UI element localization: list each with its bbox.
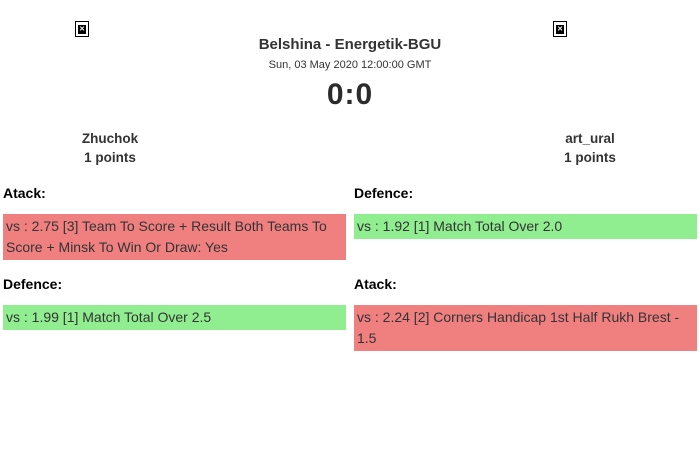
home-team-broken-image-icon: ✕ xyxy=(75,21,89,37)
section-label: Atack: xyxy=(3,185,46,201)
bet-sections-grid: Atack: vs : 2.75 [3] Team To Score + Res… xyxy=(0,169,700,351)
broken-image-x-icon: ✕ xyxy=(556,24,564,34)
home-player: Zhuchok 1 points xyxy=(0,129,220,167)
section-away-attack: Atack: vs : 2.24 [2] Corners Handicap 1s… xyxy=(354,260,697,351)
section-label: Defence: xyxy=(3,276,63,292)
section-home-attack: Atack: vs : 2.75 [3] Team To Score + Res… xyxy=(3,169,346,260)
match-title: Belshina - Energetik-BGU xyxy=(258,36,442,53)
section-away-defence: Defence: vs : 1.92 [1] Match Total Over … xyxy=(354,169,697,260)
bet-outcome: vs : 2.75 [3] Team To Score + Result Bot… xyxy=(3,214,346,260)
broken-image-x-icon: ✕ xyxy=(78,24,86,34)
section-home-defence: Defence: vs : 1.99 [1] Match Total Over … xyxy=(3,260,346,351)
away-player-points: 1 points xyxy=(564,150,616,165)
match-score: 0:0 xyxy=(326,78,374,111)
match-datetime: Sun, 03 May 2020 12:00:00 GMT xyxy=(268,59,432,71)
bet-outcome: vs : 1.92 [1] Match Total Over 2.0 xyxy=(354,214,697,239)
bet-outcome: vs : 2.24 [2] Corners Handicap 1st Half … xyxy=(354,305,697,351)
away-team-broken-image-icon: ✕ xyxy=(553,21,567,37)
home-player-name: Zhuchok xyxy=(81,131,139,146)
section-label: Defence: xyxy=(354,185,414,201)
players-row: Zhuchok 1 points art_ural 1 points xyxy=(0,129,700,167)
section-label: Atack: xyxy=(354,276,397,292)
bet-outcome: vs : 1.99 [1] Match Total Over 2.5 xyxy=(3,305,346,330)
home-player-points: 1 points xyxy=(84,150,136,165)
away-player-name: art_ural xyxy=(565,131,615,146)
away-player: art_ural 1 points xyxy=(480,129,700,167)
